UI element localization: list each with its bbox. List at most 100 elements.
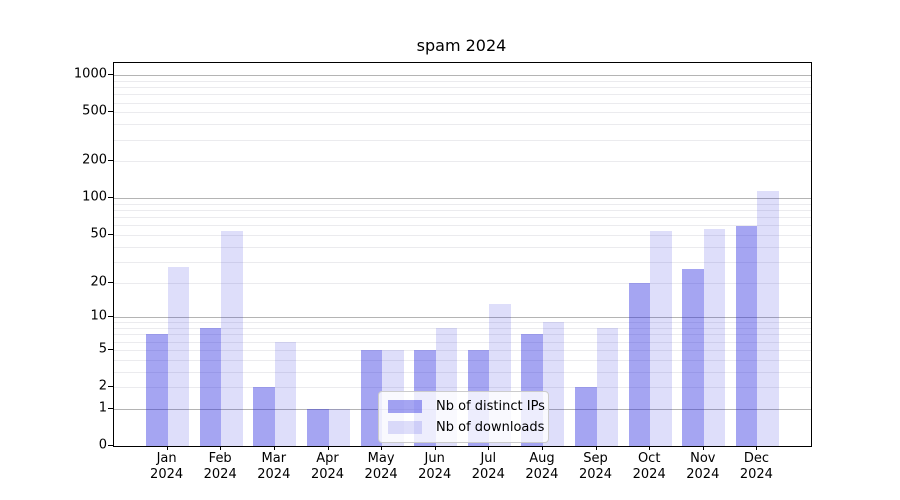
minor-gridline [114,161,811,163]
legend-entry-downloads: Nb of downloads [388,420,544,435]
x-tick-mark [273,446,275,450]
x-axis-tick-label: Aug 2024 [525,451,559,482]
x-axis-tick-label: Jun 2024 [418,451,452,482]
x-axis-tick-label: Jan 2024 [150,451,184,482]
x-axis-tick-label: Jul 2024 [471,451,505,482]
x-axis-tick-label: Mar 2024 [257,451,291,482]
legend-entry-distinct-ips: Nb of distinct IPs [388,399,545,414]
minor-gridline [114,139,811,141]
minor-gridline [114,282,811,284]
minor-gridline [114,112,811,114]
legend-label-distinct-ips: Nb of distinct IPs [436,399,545,414]
minor-gridline [114,94,811,96]
x-axis-tick-label: Feb 2024 [203,451,237,482]
y-axis-tick-label: 10 [90,308,107,324]
x-axis-tick-label: May 2024 [364,451,398,482]
x-tick-mark [488,446,490,450]
bar-downloads [703,229,726,446]
bar-distinct-ips [253,387,275,446]
y-tick-mark [108,386,113,387]
minor-gridline [114,235,811,236]
bar-downloads [650,230,672,446]
y-axis-tick-label: 500 [82,103,107,119]
minor-gridline [114,359,811,361]
chart-title: spam 2024 [416,36,507,55]
y-tick-mark [108,197,113,199]
minor-gridline [114,328,811,330]
minor-gridline [114,80,811,82]
bar-distinct-ips [575,387,597,446]
major-gridline [114,198,811,200]
minor-gridline [114,261,811,263]
minor-gridline [114,349,811,351]
bar-distinct-ips [307,408,329,446]
x-tick-mark [327,446,329,450]
x-tick-mark [220,446,222,450]
minor-gridline [114,203,811,205]
y-axis-tick-label: 100 [82,189,107,205]
y-tick-mark [108,407,113,409]
y-tick-mark [108,348,113,350]
x-tick-mark [381,446,383,450]
bar-distinct-ips [628,282,651,446]
y-tick-mark [108,160,113,162]
minor-gridline [114,225,811,227]
bar-downloads [328,408,350,446]
plot-area [113,62,812,447]
y-tick-mark [108,445,113,446]
major-gridline [114,75,811,77]
y-axis-tick-label: 200 [82,152,107,168]
bar-downloads [167,267,190,446]
bar-distinct-ips [735,226,758,446]
bar-distinct-ips [682,269,704,446]
minor-gridline [114,387,811,388]
x-axis-tick-label: Nov 2024 [686,451,720,482]
minor-gridline [114,124,811,126]
x-tick-mark [166,446,168,450]
y-axis-tick-label: 50 [90,226,107,242]
y-tick-mark [108,111,113,113]
minor-gridline [114,102,811,104]
minor-gridline [114,322,811,324]
x-tick-mark [649,446,651,450]
y-tick-mark [108,74,113,76]
y-tick-mark [108,234,113,235]
y-axis-tick-label: 5 [98,341,107,357]
x-axis-tick-label: Dec 2024 [739,451,773,482]
y-axis-tick-label: 1 [98,400,107,416]
x-axis-tick-label: Apr 2024 [310,451,345,482]
y-tick-mark [108,281,113,283]
x-axis-tick-label: Oct 2024 [632,451,666,482]
major-gridline [114,317,811,319]
bar-downloads [221,230,243,446]
y-axis-tick-label: 2 [98,378,107,394]
legend-swatch-downloads [388,421,422,434]
minor-gridline [114,334,811,336]
y-axis-tick-label: 1000 [73,66,107,82]
legend-swatch-distinct-ips [388,400,422,413]
minor-gridline [114,217,811,219]
x-tick-mark [434,446,436,450]
bar-downloads [596,328,618,446]
y-tick-mark [108,316,113,318]
x-axis-tick-label: Sep 2024 [578,451,613,482]
y-axis-tick-label: 20 [90,274,107,290]
bar-distinct-ips [146,334,168,446]
x-tick-mark [541,446,543,450]
bar-distinct-ips [199,328,222,446]
bar-downloads [274,341,297,446]
x-tick-mark [756,446,758,450]
minor-gridline [114,371,811,373]
legend-label-downloads: Nb of downloads [436,420,545,435]
minor-gridline [114,87,811,89]
x-tick-mark [595,446,597,450]
bar-distinct-ips [360,349,383,446]
minor-gridline [114,341,811,343]
legend: Nb of distinct IPs Nb of downloads [378,391,549,443]
bar-downloads [757,190,779,446]
y-axis-tick-label: 0 [98,437,107,453]
minor-gridline [114,246,811,248]
x-tick-mark [702,446,704,450]
minor-gridline [114,210,811,212]
